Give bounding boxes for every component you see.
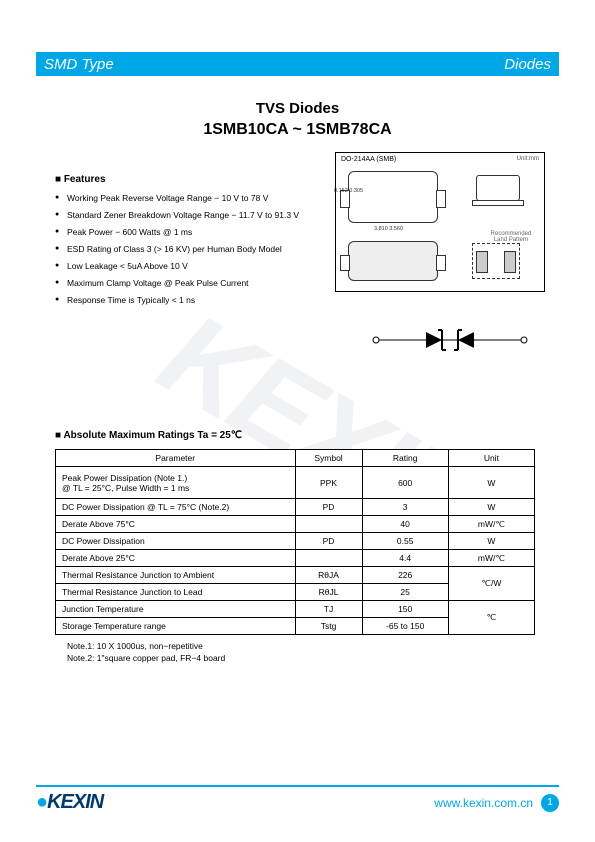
package-label: DO-214AA (SMB): [341, 156, 396, 163]
table-row: Derate Above 25°C4.4mW/℃: [56, 550, 535, 567]
ratings-section: Absolute Maximum Ratings Ta = 25℃ Parame…: [55, 430, 535, 665]
title-block: TVS Diodes 1SMB10CA ~ 1SMB78CA: [0, 100, 595, 139]
package-top-view: [348, 171, 438, 223]
feature-item: Maximum Clamp Voltage @ Peak Pulse Curre…: [55, 278, 325, 288]
title-line2: 1SMB10CA ~ 1SMB78CA: [0, 121, 595, 139]
footer: ●KEXIN www.kexin.com.cn 1: [36, 785, 559, 814]
package-unit: Unit:mm: [517, 156, 539, 162]
ratings-heading: Absolute Maximum Ratings Ta = 25℃: [55, 430, 535, 441]
header-bar: SMD Type Diodes: [36, 52, 559, 76]
table-row: Junction TemperatureTJ150℃: [56, 601, 535, 618]
table-row: Peak Power Dissipation (Note 1.) @ TL = …: [56, 467, 535, 499]
header-right: Diodes: [504, 56, 551, 73]
package-drawing: DO-214AA (SMB) Unit:mm 0.152 0.305 3.810…: [335, 152, 545, 292]
col-header: Unit: [448, 450, 534, 467]
table-row: DC Power Dissipation @ TL = 75°C (Note.2…: [56, 499, 535, 516]
title-line1: TVS Diodes: [0, 100, 595, 117]
col-header: Parameter: [56, 450, 296, 467]
table-row: DC Power DissipationPD0.55W: [56, 533, 535, 550]
col-header: Symbol: [295, 450, 362, 467]
schematic-symbol: [370, 320, 530, 360]
features-heading: Features: [55, 174, 325, 185]
table-row: Thermal Resistance Junction to AmbientRθ…: [56, 567, 535, 584]
feature-item: Peak Power − 600 Watts @ 1 ms: [55, 227, 325, 237]
brand-logo: ●KEXIN: [36, 791, 103, 814]
ratings-notes: Note.1: 10 X 1000us, non−repetitive Note.…: [55, 641, 535, 663]
feature-item: Working Peak Reverse Voltage Range − 10 …: [55, 193, 325, 203]
col-header: Rating: [362, 450, 448, 467]
feature-item: Standard Zener Breakdown Voltage Range −…: [55, 210, 325, 220]
table-row: Derate Above 75°C40mW/℃: [56, 516, 535, 533]
footer-url: www.kexin.com.cn: [434, 796, 533, 810]
header-left: SMD Type: [44, 56, 114, 73]
feature-item: Low Leakage < 5uA Above 10 V: [55, 261, 325, 271]
feature-item: ESD Rating of Class 3 (> 16 KV) per Huma…: [55, 244, 325, 254]
land-pattern: [472, 243, 520, 279]
note: Note.1: 10 X 1000us, non−repetitive: [67, 641, 535, 651]
pad-label: Recommended Land Pattern: [486, 231, 536, 243]
package-bottom-view: [348, 241, 438, 281]
features-section: Features Working Peak Reverse Voltage Ra…: [55, 174, 325, 312]
ratings-table: ParameterSymbolRatingUnitPeak Power Diss…: [55, 449, 535, 635]
package-side-view: [472, 175, 524, 221]
note: Note.2: 1"square copper pad, FR−4 board: [67, 653, 535, 663]
page-number: 1: [541, 794, 559, 812]
feature-item: Response Time is Typically < 1 ns: [55, 295, 325, 305]
